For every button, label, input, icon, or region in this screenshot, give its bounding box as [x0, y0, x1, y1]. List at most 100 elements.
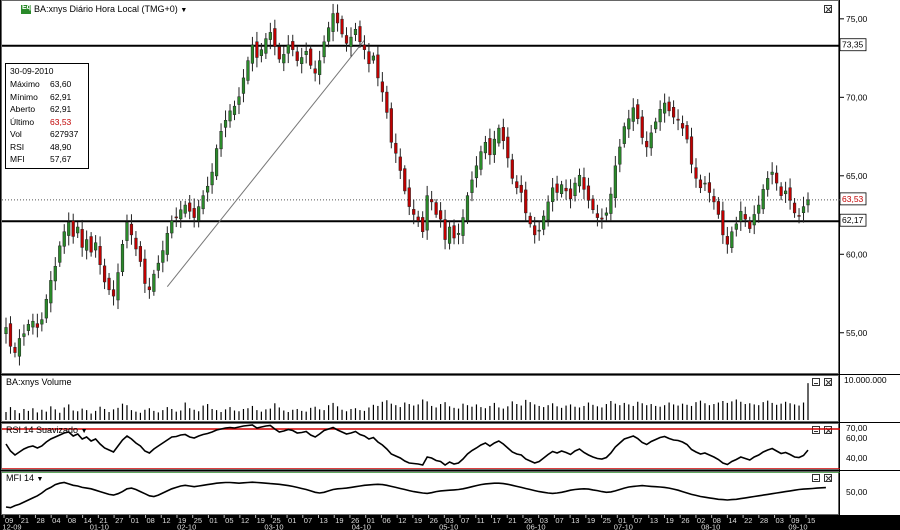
candle-body: [318, 60, 322, 75]
info-date: 30-09-2010: [10, 66, 54, 76]
candle-body: [331, 13, 335, 32]
dropdown-arrow-icon[interactable]: ▼: [180, 7, 188, 14]
candle-body: [85, 239, 89, 251]
candle-body: [201, 195, 205, 210]
candle-body: [801, 206, 806, 213]
candle-body: [703, 182, 707, 185]
date-month-label: 12-09: [2, 523, 21, 530]
date-tick-label: 21: [508, 516, 516, 525]
date-tick-label: 12: [398, 516, 406, 525]
candle-body: [273, 28, 277, 47]
rsi-tick-label: 40,00: [846, 453, 868, 463]
rsi-panel[interactable]: RSI 14 Suavizado ▼: [1, 423, 840, 470]
candle-body: [219, 131, 223, 150]
rsi-tick-label: 70,00: [846, 423, 868, 433]
info-value: 63,53: [50, 116, 72, 127]
candle-body: [304, 50, 308, 55]
candle-body: [412, 209, 416, 215]
dropdown-arrow-icon[interactable]: ▼: [80, 428, 88, 435]
candle-body: [497, 127, 501, 144]
candle-body: [44, 298, 48, 319]
close-mfi-button[interactable]: [824, 474, 832, 482]
date-tick-label: 01: [131, 516, 139, 525]
candle-body: [80, 229, 84, 248]
date-tick-label: 02: [697, 516, 705, 525]
candle-body: [519, 184, 523, 193]
candle-body: [58, 245, 62, 263]
candle-body: [492, 138, 496, 155]
date-tick-label: 09: [5, 516, 13, 525]
trendline: [166, 39, 365, 287]
volume-panel-title: BA:xnys Volume: [6, 377, 72, 387]
date-tick-label: 19: [178, 516, 186, 525]
candle-body: [98, 246, 102, 265]
date-tick-label: 14: [84, 516, 92, 525]
candle-body: [13, 347, 17, 353]
candle-body: [376, 54, 380, 79]
candle-body: [725, 236, 729, 245]
price-chart[interactable]: [2, 1, 840, 373]
candle-body: [183, 204, 187, 214]
candle-body: [76, 226, 80, 234]
candle-body: [300, 57, 304, 64]
info-row: RSI 48,90: [10, 142, 86, 154]
candle-body: [470, 179, 474, 193]
candle-body: [380, 81, 384, 93]
candle-body: [439, 210, 443, 220]
candle-body: [645, 140, 649, 148]
candle-body: [107, 277, 111, 291]
candle-body: [582, 177, 586, 190]
close-panel-button[interactable]: [824, 5, 832, 13]
candle-body: [564, 187, 568, 192]
minimize-rsi-button[interactable]: [812, 426, 820, 434]
candle-body: [120, 244, 125, 272]
candle-body: [627, 118, 631, 130]
dropdown-arrow-icon[interactable]: ▼: [36, 476, 44, 483]
info-row: Aberto 62,91: [10, 104, 86, 116]
candle-body: [255, 41, 259, 58]
info-value: 48,90: [50, 141, 72, 152]
date-tick-label: 12: [162, 516, 170, 525]
minimize-mfi-button[interactable]: [812, 474, 820, 482]
close-rsi-button[interactable]: [824, 426, 832, 434]
price-tick-label: 75,00: [846, 14, 868, 24]
price-tick-label: 65,00: [846, 171, 868, 181]
candle-body: [264, 38, 268, 54]
candle-body: [179, 209, 183, 220]
candle-body: [53, 266, 57, 282]
candle-body: [456, 233, 461, 235]
candle-body: [739, 211, 743, 222]
candle-body: [707, 182, 712, 193]
candle-body: [734, 223, 738, 230]
price-axis[interactable]: 75,00 70,00 65,00 60,00 55,00 73,35 63,53 62,17: [839, 0, 900, 374]
info-row: Vol 627937: [10, 129, 86, 141]
minimize-volume-button[interactable]: [812, 378, 820, 386]
candle-body: [743, 214, 747, 220]
date-tick-label: 25: [603, 516, 611, 525]
candle-body: [358, 26, 362, 43]
mfi-panel[interactable]: MFI 14 ▼: [1, 471, 840, 515]
level-label: 63,53: [842, 194, 864, 204]
candle-body: [353, 29, 358, 35]
date-tick-label: 03: [445, 516, 453, 525]
candle-body: [604, 212, 608, 216]
date-tick-label: 25: [194, 516, 202, 525]
price-panel[interactable]: Eq BA:xnys Diário Hora Local (TMG+0) ▼ 3…: [1, 0, 840, 374]
candle-body: [568, 188, 573, 200]
price-panel-title-text: BA:xnys Diário Hora Local (TMG+0): [34, 4, 178, 14]
candle-body: [26, 324, 30, 331]
candle-body: [577, 174, 582, 187]
date-tick-label: 21: [99, 516, 107, 525]
candle-body: [152, 273, 156, 292]
candle-body: [676, 118, 680, 121]
candle-body: [206, 185, 210, 193]
candle-body: [344, 35, 349, 44]
volume-panel[interactable]: BA:xnys Volume: [1, 375, 839, 422]
candle-body: [170, 220, 174, 234]
candle-body: [609, 193, 613, 214]
date-month-label: 07-10: [614, 523, 633, 530]
close-volume-button[interactable]: [824, 378, 832, 386]
candle-body: [685, 125, 689, 140]
date-axis[interactable]: 09 21 28 04 08 14 21 27 01 08 12 19 25 01 05 12 19 25 01 07…: [0, 515, 900, 530]
candle-body: [434, 202, 438, 215]
